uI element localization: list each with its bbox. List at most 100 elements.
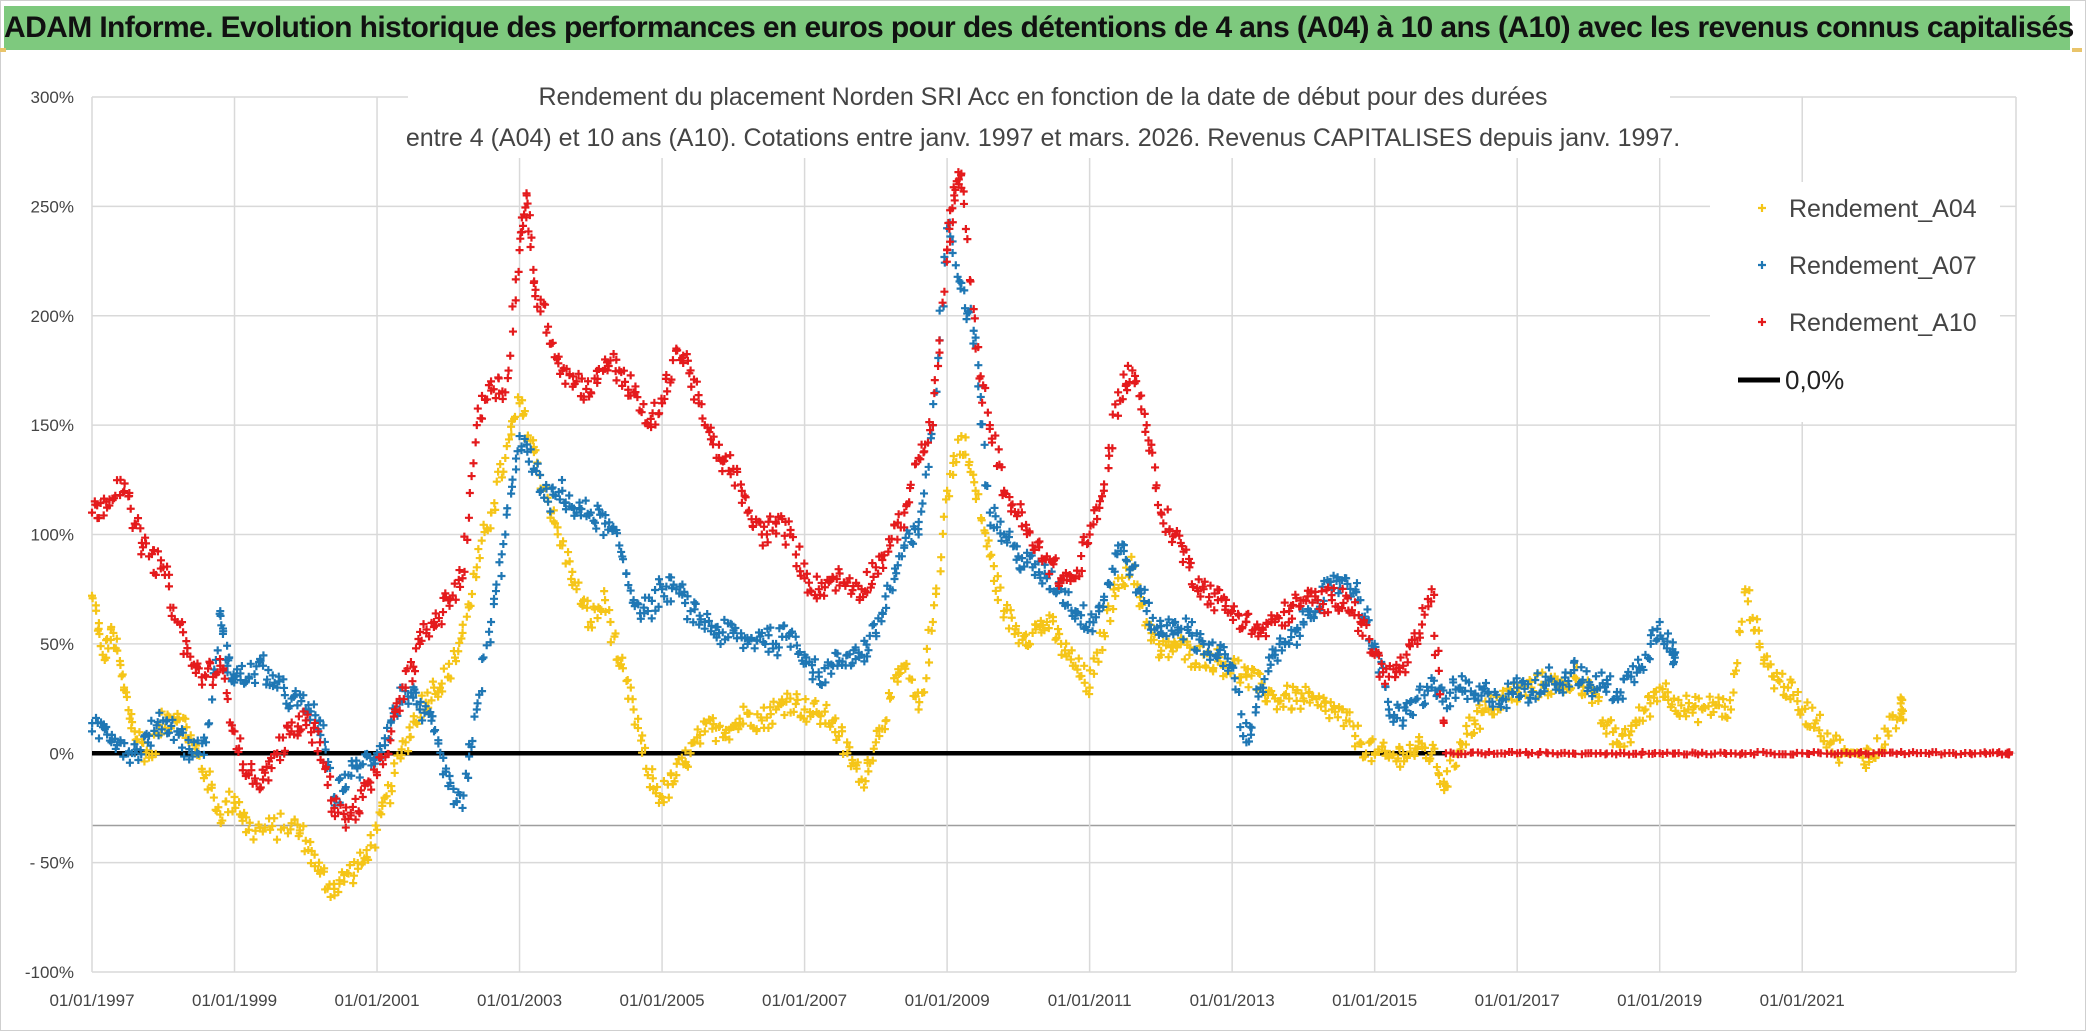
data-point — [237, 661, 246, 670]
data-point — [957, 278, 966, 287]
data-point — [666, 597, 675, 606]
data-point — [280, 823, 289, 832]
data-point — [1462, 722, 1471, 731]
data-point — [882, 603, 891, 612]
data-point — [499, 467, 508, 476]
data-point — [110, 734, 119, 743]
data-point — [802, 653, 811, 662]
data-point — [1111, 591, 1120, 600]
data-point — [845, 650, 854, 659]
data-point — [991, 586, 1000, 595]
data-point — [820, 591, 829, 600]
data-point — [852, 764, 861, 773]
data-point — [969, 326, 978, 335]
data-point — [814, 672, 823, 681]
data-point — [686, 749, 695, 758]
data-point — [347, 771, 356, 780]
data-point — [428, 712, 437, 721]
data-point — [452, 797, 461, 806]
data-point — [1100, 480, 1109, 489]
data-point — [893, 677, 902, 686]
data-point — [1080, 661, 1089, 670]
data-point — [1632, 721, 1641, 730]
data-point — [812, 572, 821, 581]
data-point — [594, 505, 603, 514]
data-point — [805, 578, 814, 587]
data-point — [1141, 427, 1150, 436]
data-point — [1252, 685, 1261, 694]
data-point — [1462, 729, 1471, 738]
data-point — [450, 653, 459, 662]
data-point — [477, 536, 486, 545]
data-point — [1080, 678, 1089, 687]
data-point — [626, 683, 635, 692]
data-point — [745, 709, 754, 718]
data-point — [119, 752, 128, 761]
data-point — [1674, 695, 1683, 704]
data-point — [1133, 580, 1142, 589]
data-point — [529, 436, 538, 445]
data-point — [775, 624, 784, 633]
data-point — [1119, 370, 1128, 379]
data-point — [696, 615, 705, 624]
data-point — [264, 666, 273, 675]
data-point — [1016, 500, 1025, 509]
data-point — [872, 632, 881, 641]
data-point — [1100, 632, 1109, 641]
data-point — [1087, 610, 1096, 619]
data-point — [1815, 726, 1824, 735]
data-point — [1272, 705, 1281, 714]
data-point — [1108, 410, 1117, 419]
data-point — [971, 333, 980, 342]
data-point — [1100, 592, 1109, 601]
data-point — [1283, 681, 1292, 690]
data-point — [934, 362, 943, 371]
data-point — [810, 655, 819, 664]
data-point — [1305, 698, 1314, 707]
data-point — [1783, 683, 1792, 692]
data-point — [297, 697, 306, 706]
data-point — [107, 622, 116, 631]
data-point — [242, 813, 251, 822]
data-point — [677, 753, 686, 762]
data-point — [1735, 626, 1744, 635]
data-point — [905, 529, 914, 538]
data-point — [1641, 705, 1650, 714]
data-point — [985, 552, 994, 561]
data-point — [1242, 719, 1251, 728]
data-point — [276, 809, 285, 818]
data-point — [617, 547, 626, 556]
data-point — [969, 339, 978, 348]
data-point — [1725, 696, 1734, 705]
data-point — [802, 717, 811, 726]
data-point — [1259, 683, 1268, 692]
data-point — [1452, 761, 1461, 770]
data-point — [133, 735, 142, 744]
data-point — [1832, 731, 1841, 740]
data-point — [457, 634, 466, 643]
data-point — [1007, 613, 1016, 622]
data-point — [225, 787, 234, 796]
data-point — [875, 732, 884, 741]
data-point — [362, 846, 371, 855]
data-point — [310, 850, 319, 859]
data-point — [1021, 630, 1030, 639]
data-point — [886, 693, 895, 702]
data-point — [1793, 688, 1802, 697]
data-point — [780, 621, 789, 630]
data-point — [711, 737, 720, 746]
data-point — [890, 575, 899, 584]
data-point — [1410, 751, 1419, 760]
data-point — [949, 470, 958, 479]
data-point — [382, 792, 391, 801]
data-point — [1099, 602, 1108, 611]
data-point — [508, 475, 517, 484]
data-point — [783, 689, 792, 698]
data-point — [1157, 646, 1166, 655]
data-point — [786, 642, 795, 651]
data-point — [695, 620, 704, 629]
data-point — [514, 393, 523, 402]
data-point — [1582, 667, 1591, 676]
data-point — [503, 374, 512, 383]
data-point — [496, 460, 505, 469]
